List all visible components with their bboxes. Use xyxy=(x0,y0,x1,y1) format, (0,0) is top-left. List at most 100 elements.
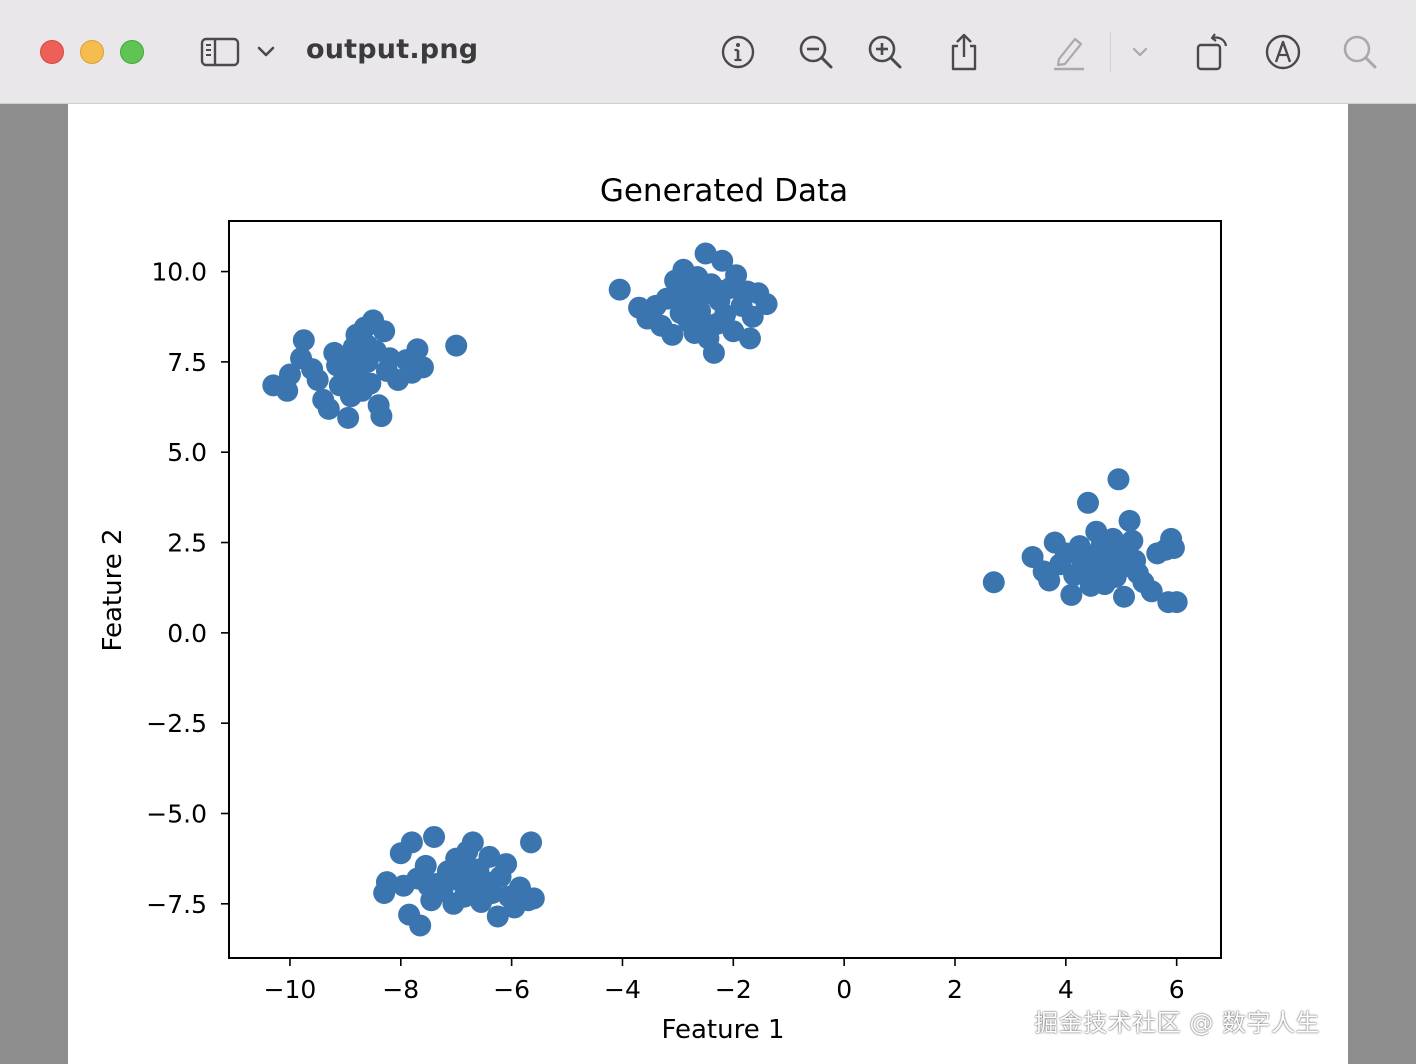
scatter-point xyxy=(711,249,734,272)
scatter-point xyxy=(356,334,379,357)
scatter-point xyxy=(1121,529,1144,552)
scatter-point xyxy=(373,320,396,343)
plot-area: −10 −8 −6 −4 −2 0 2 4 6 −7.5 −5.0 −2.5 0.0 2.5 5.0 7.5 1… xyxy=(146,242,1188,1004)
scatter-point xyxy=(1076,491,1099,514)
scatter-point xyxy=(1118,509,1141,532)
scatter-point xyxy=(370,405,393,428)
x-tick-label: −8 xyxy=(382,975,419,1004)
axes-frame xyxy=(228,220,1222,959)
scatter-point xyxy=(702,341,725,364)
scatter-point xyxy=(683,275,706,298)
scatter-point xyxy=(278,363,301,386)
y-tick-label: 10.0 xyxy=(151,258,207,287)
fullscreen-window-button[interactable] xyxy=(120,40,144,64)
y-tick-label: −5.0 xyxy=(146,799,207,828)
x-tick-label: 0 xyxy=(836,975,852,1004)
scatter-point xyxy=(517,889,540,912)
x-tick-label: 4 xyxy=(1058,975,1074,1004)
watermark-text: 掘金技术社区 @ 数字人生 xyxy=(1034,1009,1320,1037)
x-tick-label: 6 xyxy=(1169,975,1185,1004)
sidebar-options-button[interactable] xyxy=(246,30,286,74)
y-tick-label: 7.5 xyxy=(167,348,207,377)
highlight-pen-icon xyxy=(1054,37,1084,71)
scatter-point xyxy=(738,327,761,350)
chevron-down-icon xyxy=(1132,47,1148,57)
scatter-point xyxy=(486,905,509,928)
scatter-point xyxy=(725,264,748,287)
zoom-out-button[interactable] xyxy=(796,30,836,74)
scatter-point xyxy=(714,303,736,326)
scatter-point xyxy=(1107,468,1130,491)
x-tick-label: −6 xyxy=(493,975,530,1004)
scatter-point xyxy=(1113,585,1136,608)
share-button[interactable] xyxy=(944,30,984,74)
scatter-point xyxy=(423,825,446,848)
scatter-point xyxy=(276,379,299,402)
x-axis-label: Feature 1 xyxy=(661,1015,784,1045)
scatter-point xyxy=(520,831,543,854)
scatter-point xyxy=(1140,580,1163,603)
scatter-point xyxy=(705,278,728,301)
scatter-point xyxy=(1074,560,1097,583)
markup-button[interactable] xyxy=(1263,30,1303,74)
sidebar-toggle-button[interactable] xyxy=(200,30,240,74)
scatter-point xyxy=(691,311,714,334)
scatter-point xyxy=(406,338,429,361)
scatter-point xyxy=(1060,583,1083,606)
scatter-point xyxy=(359,372,382,395)
highlight-button[interactable] xyxy=(1049,30,1089,74)
scatter-point xyxy=(1038,569,1061,592)
y-axis-label: Feature 2 xyxy=(98,528,128,651)
scatter-point xyxy=(722,320,745,343)
scatter-point xyxy=(378,347,401,370)
scatter-point xyxy=(409,914,432,937)
y-tick-label: −7.5 xyxy=(146,890,207,919)
scatter-point xyxy=(672,300,695,323)
scatter-chart: Generated Data Feature 1 Feature 2 −10 −8… xyxy=(98,173,1222,1045)
x-tick-label: −4 xyxy=(604,975,641,1004)
sidebar-toggle-icon xyxy=(200,37,240,67)
zoom-in-icon xyxy=(868,35,902,69)
scatter-point xyxy=(375,871,398,894)
scatter-point xyxy=(755,293,778,316)
highlight-options-button[interactable] xyxy=(1120,30,1160,74)
scatter-point xyxy=(1124,549,1147,572)
info-button[interactable] xyxy=(718,30,758,74)
image-canvas: Generated Data Feature 1 Feature 2 −10 −8… xyxy=(68,104,1348,1064)
scatter-point xyxy=(434,871,457,894)
zoom-out-icon xyxy=(799,35,833,69)
scatter-point xyxy=(461,831,484,854)
scatter-point xyxy=(608,278,631,301)
scatter-point xyxy=(417,874,440,897)
minimize-window-button[interactable] xyxy=(80,40,104,64)
scatter-point xyxy=(661,323,684,346)
scatter-point xyxy=(982,571,1005,594)
x-tick-label: −10 xyxy=(264,975,317,1004)
scatter-point xyxy=(478,845,501,868)
toolbar-divider xyxy=(1110,32,1111,72)
scatter-point xyxy=(414,854,437,877)
close-window-button[interactable] xyxy=(40,40,64,64)
scatter-point xyxy=(339,365,362,388)
scatter-point xyxy=(1162,536,1185,559)
scatter-point xyxy=(1096,540,1119,563)
chart-title: Generated Data xyxy=(600,173,848,209)
search-button[interactable] xyxy=(1340,30,1380,74)
y-tick-label: 2.5 xyxy=(167,529,207,558)
scatter-point xyxy=(495,853,518,876)
scatter-point xyxy=(467,878,490,901)
scatter-point xyxy=(317,397,340,420)
search-icon xyxy=(1343,35,1377,69)
title-bar: output.png xyxy=(0,0,1416,104)
scatter-point xyxy=(292,329,315,352)
scatter-point xyxy=(337,406,360,429)
rotate-button[interactable] xyxy=(1192,30,1232,74)
share-icon xyxy=(951,33,977,71)
zoom-in-button[interactable] xyxy=(865,30,905,74)
scatter-point xyxy=(445,334,468,357)
y-tick-label: 0.0 xyxy=(167,619,207,648)
chevron-down-icon xyxy=(257,46,275,57)
scatter-point xyxy=(1165,591,1188,614)
scatter-point xyxy=(400,831,423,854)
y-tick-label: −2.5 xyxy=(146,709,207,738)
